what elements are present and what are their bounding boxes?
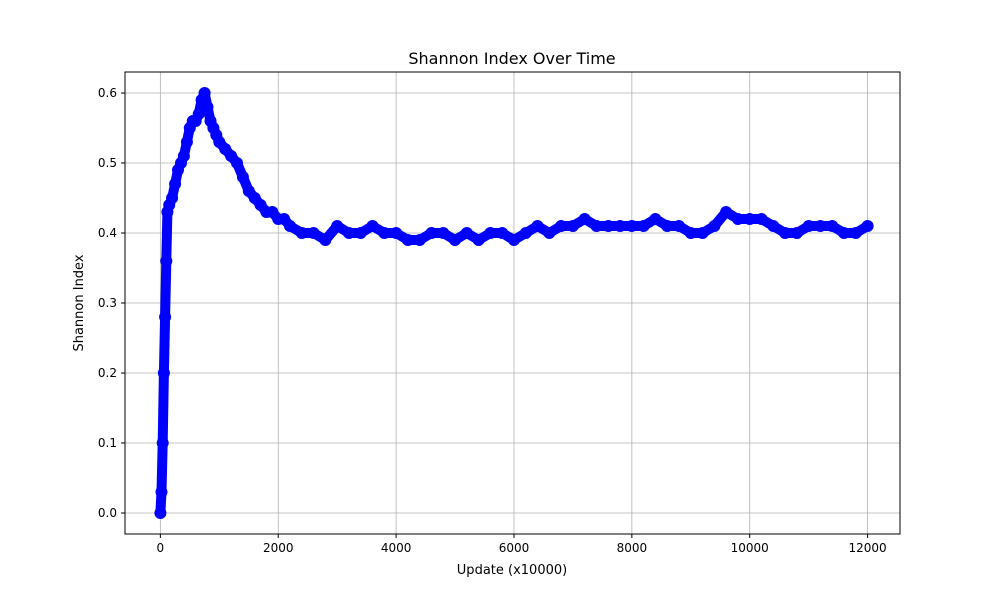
data-point — [284, 220, 296, 232]
data-point — [390, 227, 403, 239]
data-point — [307, 227, 320, 239]
y-tick-label: 0.0 — [98, 506, 117, 520]
data-point — [156, 437, 169, 449]
data-point — [731, 213, 744, 225]
data-point — [154, 507, 167, 519]
data-point — [508, 234, 520, 246]
data-point — [625, 220, 638, 232]
x-tick-label: 0 — [157, 541, 165, 555]
data-point — [460, 227, 473, 239]
data-point — [198, 87, 211, 99]
data-point — [157, 367, 170, 379]
data-point — [661, 220, 674, 232]
data-point — [673, 220, 685, 232]
data-point — [743, 213, 756, 225]
chart-title: Shannon Index Over Time — [408, 49, 615, 68]
data-point — [555, 220, 568, 232]
data-point — [814, 220, 827, 232]
data-point — [201, 101, 214, 113]
data-point — [180, 136, 193, 148]
y-tick-label: 0.3 — [98, 296, 117, 310]
data-point — [425, 227, 438, 239]
x-tick-label: 6000 — [499, 541, 530, 555]
data-point — [531, 220, 544, 232]
data-point — [401, 234, 414, 246]
data-point — [472, 234, 485, 246]
data-point — [295, 227, 308, 239]
data-point — [578, 213, 591, 225]
data-point — [861, 220, 874, 232]
data-point — [413, 234, 426, 246]
data-point — [779, 227, 792, 239]
data-point — [684, 227, 697, 239]
x-tick-label: 12000 — [848, 541, 886, 555]
data-point — [437, 227, 450, 239]
data-point — [192, 108, 205, 120]
x-tick-label: 10000 — [731, 541, 769, 555]
data-point — [602, 220, 615, 232]
data-point — [649, 213, 662, 225]
data-point — [790, 227, 803, 239]
data-point — [177, 150, 190, 162]
axis-ticks: 0 2000 4000 6000 8000 10000 12000 0.0 0.1 0.2 0.3 0… — [98, 86, 887, 555]
data-point — [160, 255, 173, 267]
data-point — [155, 486, 168, 498]
data-point — [166, 192, 179, 204]
data-point — [319, 234, 332, 246]
x-tick-label: 4000 — [381, 541, 412, 555]
y-tick-label: 0.1 — [98, 436, 117, 450]
x-tick-label: 8000 — [617, 541, 648, 555]
data-point — [484, 227, 497, 239]
data-point — [519, 227, 532, 239]
data-point — [590, 220, 603, 232]
data-point — [826, 220, 839, 232]
data-point — [343, 227, 355, 239]
data-point — [354, 227, 367, 239]
data-point — [366, 220, 379, 232]
data-points — [154, 87, 874, 519]
data-point — [720, 206, 733, 218]
data-point — [708, 220, 721, 232]
y-tick-label: 0.6 — [98, 86, 117, 100]
data-point — [566, 220, 579, 232]
data-point — [449, 234, 461, 246]
x-axis-label: Update (x10000) — [457, 563, 567, 578]
data-point — [169, 178, 182, 190]
data-point — [767, 220, 780, 232]
data-point — [378, 227, 391, 239]
data-point — [755, 213, 768, 225]
data-point — [159, 311, 172, 323]
data-point — [637, 220, 650, 232]
y-tick-label: 0.2 — [98, 366, 117, 380]
x-tick-label: 2000 — [263, 541, 294, 555]
data-point — [231, 157, 243, 169]
data-point — [838, 227, 850, 239]
data-point — [849, 227, 862, 239]
grid — [125, 72, 900, 534]
y-axis-label: Shannon Index — [72, 254, 87, 351]
y-tick-label: 0.4 — [98, 226, 117, 240]
data-point — [802, 220, 815, 232]
data-point — [696, 227, 709, 239]
data-point — [331, 220, 344, 232]
data-point — [543, 227, 556, 239]
data-point — [496, 227, 509, 239]
y-tick-label: 0.5 — [98, 156, 117, 170]
data-point — [614, 220, 627, 232]
data-point — [236, 171, 249, 183]
